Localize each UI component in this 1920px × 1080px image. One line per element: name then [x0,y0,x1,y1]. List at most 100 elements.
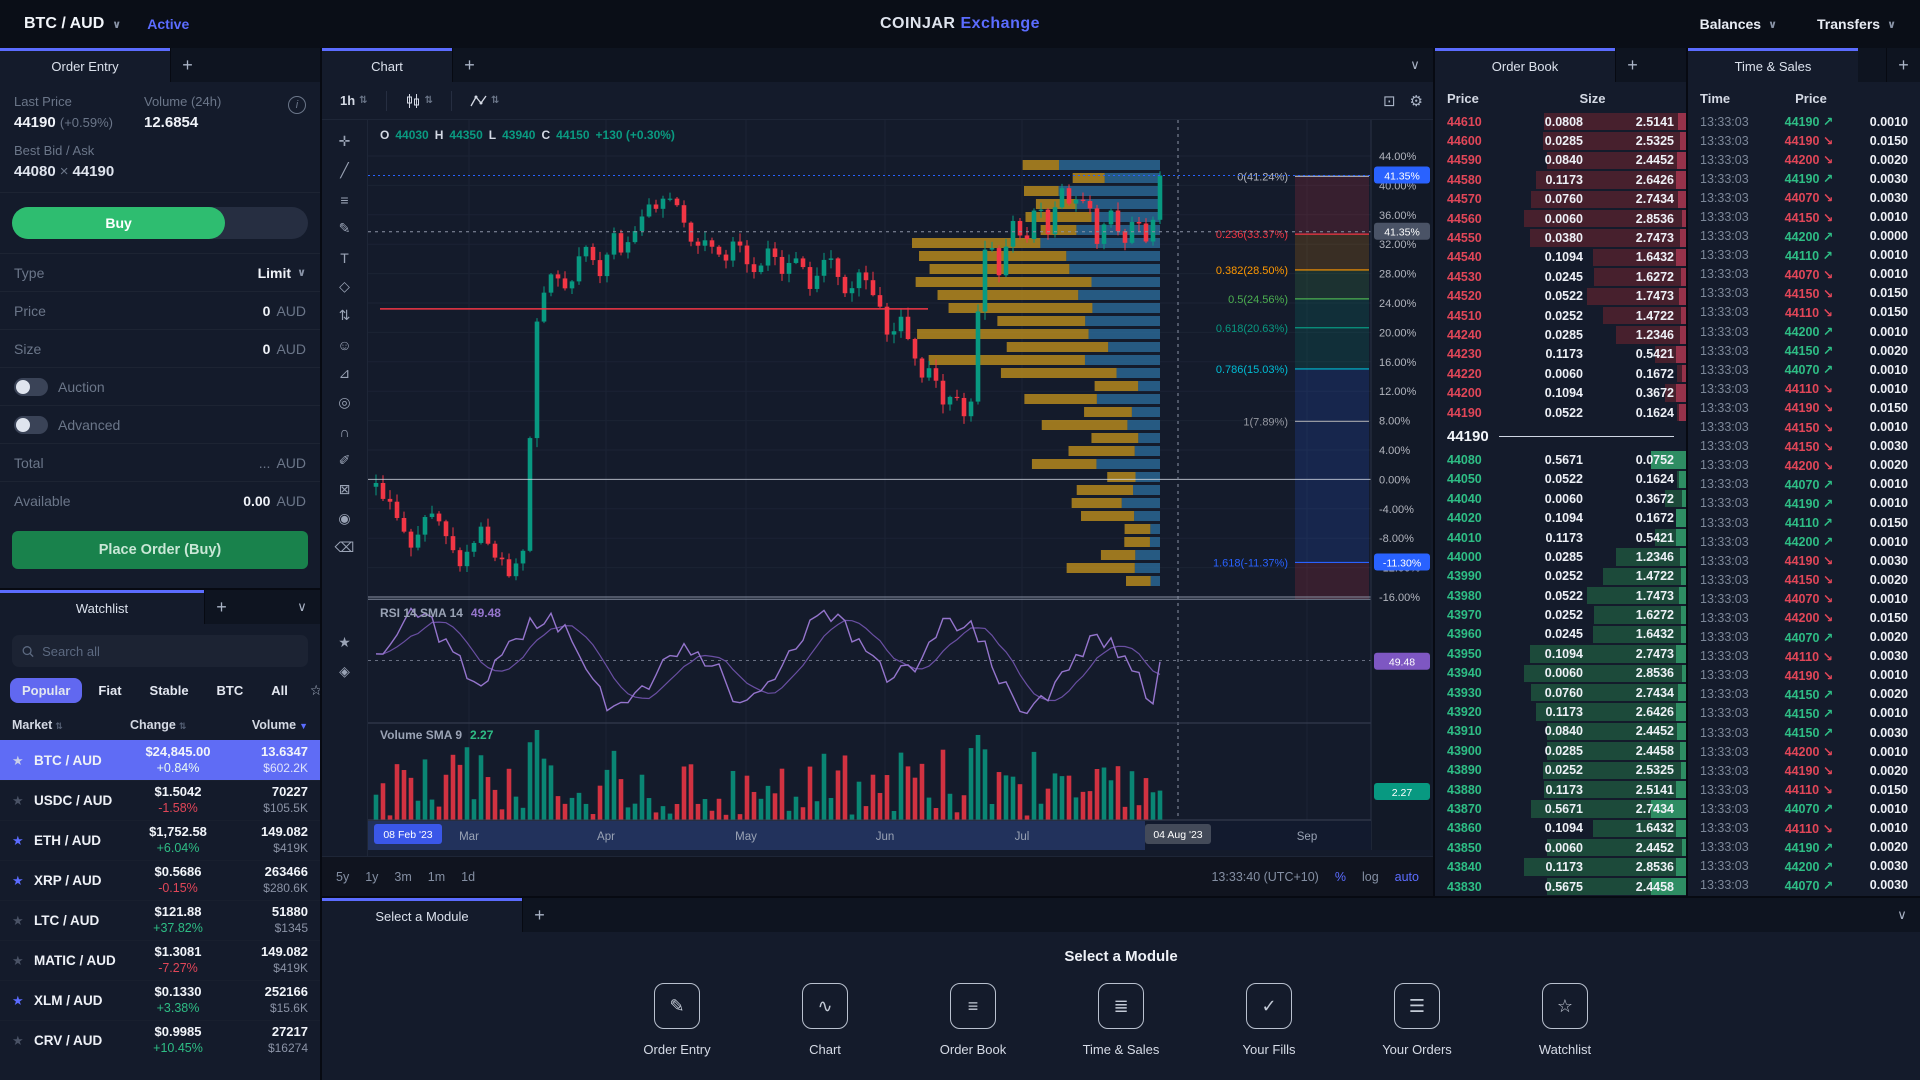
filter-btc[interactable]: BTC [216,683,244,698]
trade-row[interactable]: 13:33:03 44070 ↘ 0.0030 [1700,190,1908,206]
trade-row[interactable]: 13:33:03 44200 ↘ 0.0020 [1700,458,1908,473]
trade-row[interactable]: 13:33:03 44150 ↗ 0.0030 [1700,725,1908,741]
measure-tool-icon[interactable]: ⊿ [338,365,351,381]
order-book-row[interactable]: 44610 0.0808 2.5141 [1435,112,1686,131]
chevron-down-icon[interactable]: ∨ [1884,898,1920,932]
order-book-row[interactable]: 43960 0.0245 1.6432 [1435,625,1686,644]
order-book-row[interactable]: 44590 0.0840 2.4452 [1435,151,1686,170]
price-tag-icon[interactable]: ◈ [339,663,350,679]
order-book-row[interactable]: 44560 0.0060 2.8536 [1435,209,1686,228]
order-book-row[interactable]: 44540 0.1094 1.6432 [1435,248,1686,267]
long-position-tool-icon[interactable]: ⇅ [338,307,351,323]
trade-row[interactable]: 13:33:03 44070 ↗ 0.0020 [1700,630,1908,645]
trade-row[interactable]: 13:33:03 44200 ↗ 0.0030 [1700,859,1908,874]
tab-chart[interactable]: Chart [322,48,452,82]
range-1y[interactable]: 1y [365,869,379,884]
trade-row[interactable]: 13:33:03 44110 ↘ 0.0010 [1700,821,1908,836]
hide-drawings-tool-icon[interactable]: ◉ [338,510,351,526]
pair-selector[interactable]: BTC / AUD ∨ [24,15,121,33]
add-tab-button[interactable]: + [522,898,556,932]
trade-row[interactable]: 13:33:03 44150 ↘ 0.0020 [1700,572,1908,588]
order-book-row[interactable]: 43950 0.1094 2.7473 [1435,644,1686,663]
trade-row[interactable]: 13:33:03 44200 ↗ 0.0000 [1700,229,1908,244]
line-style-selector[interactable]: ⇅ [462,90,507,112]
filter-all[interactable]: All [271,683,288,698]
favorite-star-icon[interactable]: ★ [12,1032,24,1048]
advanced-toggle[interactable] [14,415,48,434]
order-book-row[interactable]: 43930 0.0760 2.7434 [1435,683,1686,702]
snapshot-icon[interactable]: ⊡ [1382,92,1396,110]
place-order-button[interactable]: Place Order (Buy) [12,531,308,569]
trade-row[interactable]: 13:33:03 44200 ↗ 0.0010 [1700,324,1908,340]
log-scale-button[interactable]: log [1361,869,1379,884]
column-market[interactable]: Market ⇅ [12,718,63,732]
market-status[interactable]: Active [147,16,190,32]
trade-row[interactable]: 13:33:03 44110 ↘ 0.0030 [1700,649,1908,664]
trade-row[interactable]: 13:33:03 44190 ↘ 0.0010 [1700,668,1908,683]
trade-row[interactable]: 13:33:03 44110 ↘ 0.0010 [1700,381,1908,397]
trade-row[interactable]: 13:33:03 44150 ↘ 0.0030 [1700,439,1908,454]
trade-row[interactable]: 13:33:03 44190 ↘ 0.0030 [1700,553,1908,569]
order-book-row[interactable]: 43900 0.0285 2.4458 [1435,741,1686,760]
order-book-row[interactable]: 44000 0.0285 1.2346 [1435,547,1686,566]
favorites-star-icon[interactable]: ★ [338,634,351,650]
order-book-row[interactable]: 43970 0.0252 1.6272 [1435,605,1686,624]
trade-row[interactable]: 13:33:03 44150 ↘ 0.0010 [1700,210,1908,225]
order-book-row[interactable]: 44550 0.0380 2.7473 [1435,228,1686,247]
chevron-down-icon[interactable]: ∨ [284,590,320,624]
order-book-row[interactable]: 43910 0.0840 2.4452 [1435,722,1686,741]
order-type-row[interactable]: Type Limit ∨ [0,253,320,291]
order-book-row[interactable]: 44200 0.1094 0.3672 [1435,383,1686,402]
trade-row[interactable]: 13:33:03 44150 ↘ 0.0150 [1700,286,1908,301]
favorite-star-icon[interactable]: ★ [12,912,24,928]
trend-line-tool-icon[interactable]: ╱ [340,162,349,178]
lock-drawings-tool-icon[interactable]: ⊠ [338,481,351,497]
trade-row[interactable]: 13:33:03 44150 ↘ 0.0010 [1700,420,1908,435]
order-book-row[interactable]: 43920 0.1173 2.6426 [1435,702,1686,721]
order-book-row[interactable]: 44530 0.0245 1.6272 [1435,267,1686,286]
percent-scale-button[interactable]: % [1334,869,1346,884]
watchlist-row[interactable]: ★ LTC / AUD $121.88 +37.82% 51880 $1345 [0,900,320,940]
crosshair-tool-icon[interactable]: ✛ [338,133,351,149]
chevron-down-icon[interactable]: ∨ [1397,48,1433,82]
trade-row[interactable]: 13:33:03 44110 ↗ 0.0150 [1700,515,1908,531]
order-book-row[interactable]: 44040 0.0060 0.3672 [1435,489,1686,508]
draw-mode-tool-icon[interactable]: ✐ [338,452,351,468]
order-book-row[interactable]: 43990 0.0252 1.4722 [1435,567,1686,586]
favorite-star-icon[interactable]: ★ [12,792,24,808]
favorite-star-icon[interactable]: ★ [12,752,24,768]
trade-row[interactable]: 13:33:03 44190 ↘ 0.0150 [1700,400,1908,416]
trade-row[interactable]: 13:33:03 44190 ↗ 0.0020 [1700,840,1908,855]
module-card-order-entry[interactable]: ✎ Order Entry [632,983,722,1057]
xabcd-pattern-tool-icon[interactable]: ◇ [339,278,350,294]
favorite-star-icon[interactable]: ★ [12,872,24,888]
favorite-star-icon[interactable]: ★ [12,832,24,848]
zoom-tool-icon[interactable]: ◎ [338,394,351,410]
order-book-row[interactable]: 44230 0.1173 0.5421 [1435,345,1686,364]
order-book-row[interactable]: 44190 0.0522 0.1624 [1435,403,1686,422]
column-volume[interactable]: Volume ▼ [251,718,308,732]
module-card-watchlist[interactable]: ☆ Watchlist [1520,983,1610,1057]
balances-menu[interactable]: Balances ∨ [1699,16,1778,32]
search-box[interactable] [12,635,308,667]
trade-row[interactable]: 13:33:03 44110 ↘ 0.0150 [1700,305,1908,320]
trade-row[interactable]: 13:33:03 44070 ↗ 0.0010 [1700,801,1908,817]
sell-segment[interactable] [225,207,308,239]
order-book-row[interactable]: 43980 0.0522 1.7473 [1435,586,1686,605]
module-card-order-book[interactable]: ≡ Order Book [928,983,1018,1057]
favorite-star-icon[interactable]: ★ [12,952,24,968]
trade-row[interactable]: 13:33:03 44190 ↗ 0.0030 [1700,171,1908,187]
order-book-row[interactable]: 44080 0.5671 0.0752 [1435,450,1686,469]
add-tab-button[interactable]: + [1615,48,1649,82]
trade-row[interactable]: 13:33:03 44070 ↗ 0.0030 [1700,878,1908,893]
trade-row[interactable]: 13:33:03 44190 ↗ 0.0010 [1700,114,1908,130]
module-card-time-sales[interactable]: ≣ Time & Sales [1076,983,1166,1057]
info-icon[interactable]: i [288,96,306,114]
order-book-row[interactable]: 43860 0.1094 1.6432 [1435,819,1686,838]
emoji-tool-icon[interactable]: ☺ [337,336,352,353]
settings-gear-icon[interactable]: ⚙ [1409,92,1423,110]
trade-row[interactable]: 13:33:03 44070 ↗ 0.0010 [1700,362,1908,378]
trade-row[interactable]: 13:33:03 44110 ↘ 0.0150 [1700,782,1908,798]
order-book-row[interactable]: 44050 0.0522 0.1624 [1435,470,1686,489]
watchlist-row[interactable]: ★ XLM / AUD $0.1330 +3.38% 252166 $15.6K [0,980,320,1020]
